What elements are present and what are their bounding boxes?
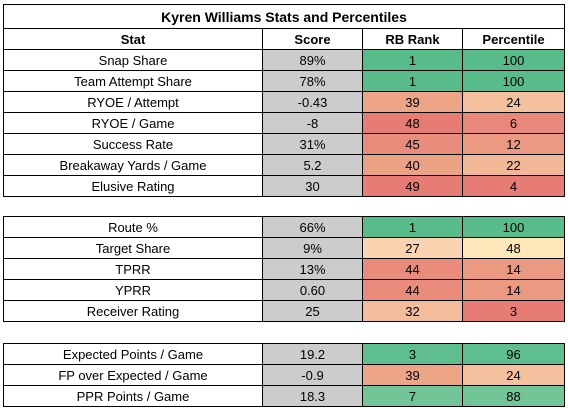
score-cell[interactable]: 5.2 <box>262 154 363 176</box>
table-row: Breakaway Yards / Game 5.2 40 22 <box>3 154 565 176</box>
percentile-cell[interactable]: 14 <box>462 279 565 301</box>
rb-rank-cell[interactable]: 27 <box>362 237 463 259</box>
score-cell[interactable]: 0.60 <box>262 279 363 301</box>
score-cell[interactable]: 13% <box>262 258 363 280</box>
score-cell[interactable]: 31% <box>262 133 363 155</box>
rb-rank-cell[interactable]: 44 <box>362 258 463 280</box>
stat-name-cell[interactable]: RYOE / Game <box>3 112 263 134</box>
stat-name-cell[interactable]: Success Rate <box>3 133 263 155</box>
score-cell[interactable]: 89% <box>262 49 363 71</box>
rb-rank-cell[interactable]: 39 <box>362 91 463 113</box>
score-cell[interactable]: 19.2 <box>262 343 363 365</box>
percentile-cell[interactable]: 14 <box>462 258 565 280</box>
table-title: Kyren Williams Stats and Percentiles <box>3 4 565 29</box>
table-row: Snap Share 89% 1 100 <box>3 49 565 71</box>
stat-name-cell[interactable]: Snap Share <box>3 49 263 71</box>
table-row: Receiver Rating 25 32 3 <box>3 300 565 322</box>
table-row: RYOE / Attempt -0.43 39 24 <box>3 91 565 113</box>
percentile-cell[interactable]: 6 <box>462 112 565 134</box>
table-row: RYOE / Game -8 48 6 <box>3 112 565 134</box>
table-row: Elusive Rating 30 49 4 <box>3 175 565 197</box>
score-cell[interactable]: 30 <box>262 175 363 197</box>
percentile-cell[interactable]: 100 <box>462 70 565 92</box>
percentile-cell[interactable]: 4 <box>462 175 565 197</box>
table-row: Expected Points / Game 19.2 3 96 <box>3 343 565 365</box>
rb-rank-cell[interactable]: 7 <box>362 385 463 407</box>
table-row: FP over Expected / Game -0.9 39 24 <box>3 364 565 386</box>
percentile-cell[interactable]: 22 <box>462 154 565 176</box>
percentile-cell[interactable]: 48 <box>462 237 565 259</box>
rb-rank-cell[interactable]: 48 <box>362 112 463 134</box>
rb-rank-cell[interactable]: 3 <box>362 343 463 365</box>
column-header-stat: Stat <box>3 28 263 50</box>
rb-rank-cell[interactable]: 1 <box>362 70 463 92</box>
stat-name-cell[interactable]: Target Share <box>3 237 263 259</box>
score-cell[interactable]: -0.9 <box>262 364 363 386</box>
score-cell[interactable]: -0.43 <box>262 91 363 113</box>
stat-name-cell[interactable]: Receiver Rating <box>3 300 263 322</box>
stat-name-cell[interactable]: Route % <box>3 216 263 238</box>
score-cell[interactable]: 78% <box>262 70 363 92</box>
score-cell[interactable]: -8 <box>262 112 363 134</box>
score-cell[interactable]: 18.3 <box>262 385 363 407</box>
column-header-percentile: Percentile <box>462 28 565 50</box>
percentile-cell[interactable]: 100 <box>462 49 565 71</box>
rb-rank-cell[interactable]: 1 <box>362 49 463 71</box>
table-row: PPR Points / Game 18.3 7 88 <box>3 385 565 407</box>
table-row: TPRR 13% 44 14 <box>3 258 565 280</box>
table-row: Success Rate 31% 45 12 <box>3 133 565 155</box>
stats-table-receiving: Route % 66% 1 100 Target Share 9% 27 48 TPRR 13% 4… <box>3 216 565 322</box>
stat-name-cell[interactable]: Team Attempt Share <box>3 70 263 92</box>
rb-rank-cell[interactable]: 45 <box>362 133 463 155</box>
column-header-rb-rank: RB Rank <box>362 28 463 50</box>
percentile-cell[interactable]: 88 <box>462 385 565 407</box>
percentile-cell[interactable]: 24 <box>462 91 565 113</box>
stat-name-cell[interactable]: Expected Points / Game <box>3 343 263 365</box>
stats-table-rushing: Kyren Williams Stats and Percentiles Sta… <box>3 4 565 197</box>
rb-rank-cell[interactable]: 1 <box>362 216 463 238</box>
table-row: Route % 66% 1 100 <box>3 216 565 238</box>
stat-name-cell[interactable]: RYOE / Attempt <box>3 91 263 113</box>
stat-name-cell[interactable]: Breakaway Yards / Game <box>3 154 263 176</box>
percentile-cell[interactable]: 100 <box>462 216 565 238</box>
table-row: YPRR 0.60 44 14 <box>3 279 565 301</box>
rb-rank-cell[interactable]: 40 <box>362 154 463 176</box>
stat-name-cell[interactable]: FP over Expected / Game <box>3 364 263 386</box>
stat-name-cell[interactable]: PPR Points / Game <box>3 385 263 407</box>
rb-rank-cell[interactable]: 44 <box>362 279 463 301</box>
percentile-cell[interactable]: 24 <box>462 364 565 386</box>
score-cell[interactable]: 25 <box>262 300 363 322</box>
stats-table-fantasy: Expected Points / Game 19.2 3 96 FP over Exp… <box>3 343 565 407</box>
column-header-score: Score <box>262 28 363 50</box>
table-row: Team Attempt Share 78% 1 100 <box>3 70 565 92</box>
stat-name-cell[interactable]: YPRR <box>3 279 263 301</box>
stat-name-cell[interactable]: TPRR <box>3 258 263 280</box>
score-cell[interactable]: 9% <box>262 237 363 259</box>
percentile-cell[interactable]: 12 <box>462 133 565 155</box>
percentile-cell[interactable]: 3 <box>462 300 565 322</box>
rb-rank-cell[interactable]: 32 <box>362 300 463 322</box>
stat-name-cell[interactable]: Elusive Rating <box>3 175 263 197</box>
rb-rank-cell[interactable]: 49 <box>362 175 463 197</box>
percentile-cell[interactable]: 96 <box>462 343 565 365</box>
rb-rank-cell[interactable]: 39 <box>362 364 463 386</box>
table-row: Target Share 9% 27 48 <box>3 237 565 259</box>
score-cell[interactable]: 66% <box>262 216 363 238</box>
